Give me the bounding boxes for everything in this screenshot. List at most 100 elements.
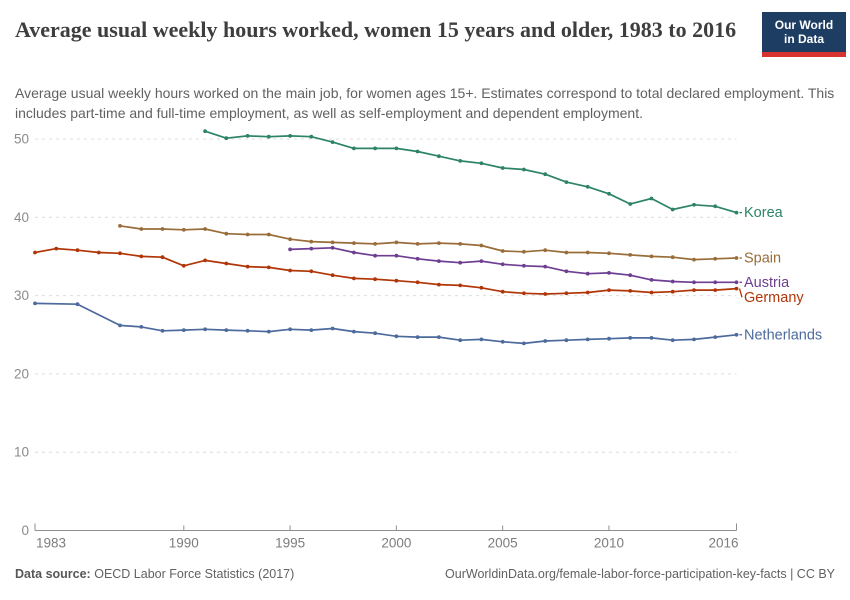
series-point-austria-2012	[649, 278, 654, 282]
series-point-germany-1983	[33, 250, 37, 255]
series-point-spain-1992	[224, 231, 229, 236]
logo-line-2: in Data	[783, 32, 824, 46]
series-point-germany-1999	[373, 277, 377, 282]
series-point-spain-2016	[734, 256, 739, 260]
series-point-spain-1991	[203, 227, 208, 231]
x-tick-label-2016: 2016	[708, 536, 738, 551]
series-point-netherlands-2015	[713, 335, 718, 339]
series-point-spain-2012	[649, 254, 654, 259]
series-point-korea-2006	[522, 167, 526, 172]
series-point-spain-1990	[181, 227, 186, 232]
series-line-korea[interactable]	[204, 130, 737, 214]
series-point-austria-2015	[713, 280, 718, 285]
series-point-netherlands-1987	[118, 323, 122, 328]
series-point-austria-2016	[734, 280, 739, 285]
series-point-korea-1992	[224, 136, 229, 141]
series-point-spain-2005	[500, 249, 505, 253]
series-point-germany-1996	[309, 269, 314, 274]
series-line-germany[interactable]	[34, 247, 737, 295]
series-point-netherlands-1994	[266, 329, 271, 334]
x-tick-label-2010: 2010	[594, 536, 624, 551]
series-label-spain[interactable]: Spain	[744, 251, 781, 267]
series-line-netherlands[interactable]	[34, 302, 737, 345]
series-point-korea-2014	[692, 202, 696, 207]
series-line-austria[interactable]	[290, 246, 737, 284]
x-tick-label-1995: 1995	[275, 536, 305, 551]
series-point-germany-1998	[352, 276, 356, 281]
series-point-austria-1996	[309, 246, 314, 251]
series-point-korea-2004	[479, 161, 484, 166]
y-tick-label-20: 20	[14, 366, 29, 381]
series-point-austria-2003	[458, 260, 463, 265]
series-point-korea-2015	[713, 204, 718, 209]
series-point-germany-1988	[139, 254, 144, 259]
owid-logo[interactable]: Our World in Data	[762, 12, 846, 57]
series-point-netherlands-2001	[415, 335, 420, 339]
series-point-germany-1986	[96, 250, 101, 255]
series-point-spain-2000	[394, 240, 399, 245]
series-point-netherlands-2004	[479, 337, 484, 342]
series-point-netherlands-1998	[352, 329, 356, 334]
line-chart: 0 10 20 30 40 50 1983 1990 1995 2000 2005 2010 2016 K…	[0, 112, 850, 562]
series-point-spain-1999	[373, 242, 377, 246]
series-point-germany-2003	[458, 283, 463, 288]
footer-link[interactable]: OurWorldinData.org/female-labor-force-pa…	[445, 567, 835, 581]
series-point-netherlands-1990	[181, 328, 186, 332]
series-point-korea-2001	[415, 149, 420, 154]
series-point-netherlands-1993	[245, 328, 250, 333]
series-point-korea-2008	[564, 180, 569, 184]
series-label-germany[interactable]: Germany	[744, 290, 804, 306]
series-point-austria-2001	[415, 256, 420, 261]
series-point-netherlands-2000	[394, 334, 399, 339]
series-point-netherlands-2011	[628, 336, 633, 340]
series-point-germany-2002	[437, 282, 441, 287]
series-point-netherlands-2008	[564, 338, 569, 343]
series-point-spain-1989	[160, 227, 165, 231]
series-point-spain-1997	[330, 240, 335, 245]
series-point-spain-1998	[352, 241, 356, 246]
series-point-netherlands-2002	[437, 335, 441, 339]
series-point-spain-2004	[479, 243, 484, 248]
y-tick-label-40: 40	[14, 210, 29, 225]
series-point-austria-1997	[330, 245, 335, 250]
series-point-austria-2002	[437, 259, 441, 263]
chart-subtitle: Average usual weekly hours worked on the…	[15, 85, 835, 121]
series-point-spain-1993	[245, 232, 250, 237]
series-point-austria-2013	[670, 279, 675, 284]
logo-line-1: Our World	[774, 18, 834, 32]
series-point-germany-2016	[734, 286, 739, 291]
x-tick-label-2000: 2000	[381, 536, 411, 551]
series-point-netherlands-1997	[330, 326, 335, 331]
series-line-spain[interactable]	[119, 225, 737, 261]
series-point-netherlands-2007	[543, 339, 548, 343]
series-point-germany-1984	[54, 246, 59, 251]
series-point-netherlands-1988	[139, 325, 144, 329]
series-label-netherlands[interactable]: Netherlands	[744, 327, 822, 343]
series-point-spain-2001	[415, 242, 420, 246]
series-point-austria-2006	[522, 263, 526, 268]
series-point-spain-1996	[309, 239, 314, 244]
series-point-germany-1989	[160, 255, 165, 260]
series-point-netherlands-2006	[522, 341, 526, 346]
x-tick-label-1990: 1990	[169, 536, 199, 551]
series-point-korea-2013	[670, 207, 675, 212]
series-point-germany-2006	[522, 291, 526, 296]
series-point-austria-2009	[585, 271, 590, 276]
series-point-netherlands-2012	[649, 336, 654, 340]
series-point-germany-1997	[330, 273, 335, 278]
series-point-germany-1987	[118, 251, 122, 256]
series-point-austria-1998	[352, 250, 356, 255]
series-point-austria-2014	[692, 280, 696, 285]
series-label-austria[interactable]: Austria	[744, 275, 790, 291]
series-label-korea[interactable]: Korea	[744, 205, 784, 221]
series-point-spain-1995	[288, 237, 292, 242]
series-point-germany-2013	[670, 289, 675, 294]
series-point-korea-1994	[266, 134, 271, 139]
series-point-korea-2002	[437, 154, 441, 159]
series-point-netherlands-2009	[585, 337, 590, 342]
series-point-germany-2014	[692, 288, 696, 292]
series-point-netherlands-2014	[692, 337, 696, 342]
chart-svg: 0 10 20 30 40 50 1983 1990 1995 2000 2005 2010 2016 K…	[14, 129, 822, 551]
series-point-germany-1985	[75, 248, 80, 253]
